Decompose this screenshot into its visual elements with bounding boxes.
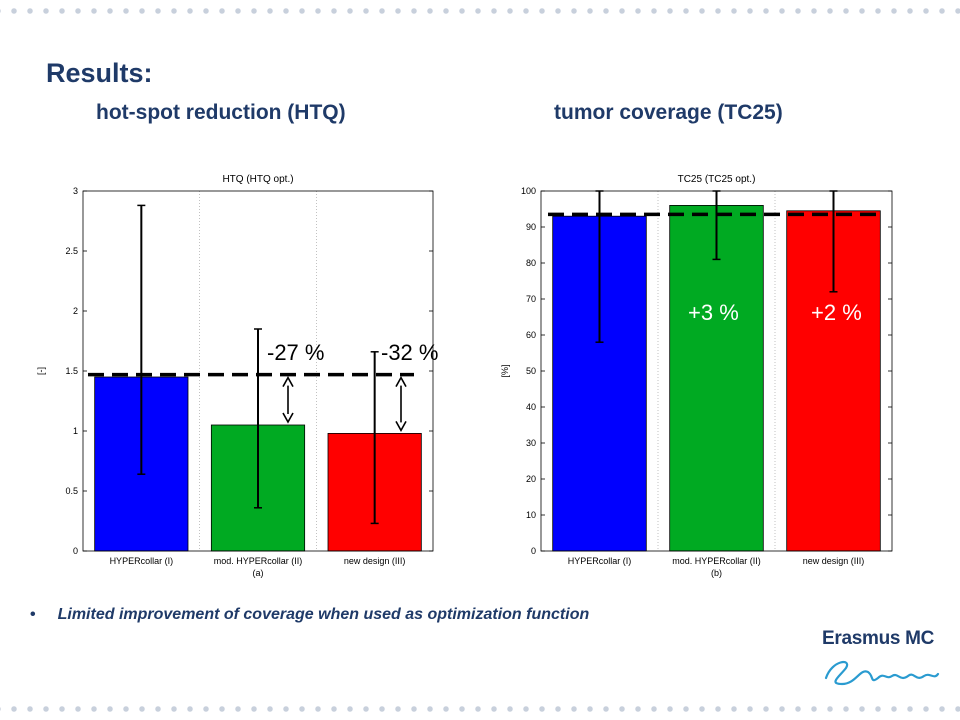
change-annotation: -27 % bbox=[267, 340, 324, 365]
y-tick-label: 30 bbox=[526, 438, 536, 448]
change-annotation: +3 % bbox=[688, 300, 739, 325]
x-tick-label: HYPERcollar (I) bbox=[110, 556, 174, 566]
bar-2 bbox=[669, 205, 764, 552]
arrow-up-icon bbox=[282, 375, 294, 387]
erasmus-mc-logo: Erasmus MC bbox=[822, 628, 942, 692]
change-annotation: +2 % bbox=[811, 300, 862, 325]
y-tick-label: 20 bbox=[526, 474, 536, 484]
x-tick-label: new design (III) bbox=[803, 556, 865, 566]
htq-bar-chart: 0 0.5 1 1.5 2 2.5 3 HYPERcollar (I) mod. HYPERco… bbox=[36, 174, 438, 578]
subtitle-tumor-coverage: tumor coverage (TC25) bbox=[554, 101, 783, 124]
arrow-up-icon bbox=[395, 375, 407, 387]
y-tick-label: 40 bbox=[526, 402, 536, 412]
y-tick-label: 2.5 bbox=[65, 246, 78, 256]
x-tick-label: HYPERcollar (I) bbox=[568, 556, 632, 566]
change-annotation: -32 % bbox=[381, 340, 438, 365]
bullet-dot-icon: • bbox=[30, 606, 36, 623]
y-tick-label: 90 bbox=[526, 222, 536, 232]
arrow-down-icon bbox=[282, 412, 294, 424]
chart-title: HTQ (HTQ opt.) bbox=[222, 174, 293, 185]
subtitle-hot-spot-reduction: hot-spot reduction (HTQ) bbox=[96, 101, 346, 124]
x-tick-label: new design (III) bbox=[344, 556, 406, 566]
x-tick-label: mod. HYPERcollar (II) bbox=[214, 556, 303, 566]
y-tick-label: 2 bbox=[73, 306, 78, 316]
logo-text: Erasmus MC bbox=[822, 628, 935, 649]
top-dotted-border bbox=[0, 6, 960, 16]
y-tick-label: 100 bbox=[521, 186, 536, 196]
bottom-dotted-border bbox=[0, 704, 960, 714]
y-axis-label: [-] bbox=[36, 367, 46, 375]
x-axis-label: (b) bbox=[711, 568, 722, 578]
y-tick-label: 70 bbox=[526, 294, 536, 304]
y-tick-label: 50 bbox=[526, 366, 536, 376]
x-axis-label: (a) bbox=[253, 568, 264, 578]
y-tick-label: 80 bbox=[526, 258, 536, 268]
tc25-bar-chart: 0 10 20 30 40 50 60 70 80 90 100 HYPERcollar (I) mod… bbox=[500, 174, 893, 578]
slide-title: Results: bbox=[46, 58, 153, 88]
erasmus-signature-icon bbox=[824, 660, 940, 686]
y-tick-label: 1.5 bbox=[65, 366, 78, 376]
y-tick-label: 0.5 bbox=[65, 486, 78, 496]
y-axis-label: [%] bbox=[500, 364, 510, 377]
y-tick-label: 3 bbox=[73, 186, 78, 196]
chart-title: TC25 (TC25 opt.) bbox=[678, 174, 756, 185]
x-tick-label: mod. HYPERcollar (II) bbox=[672, 556, 761, 566]
bullet-text: Limited improvement of coverage when use… bbox=[57, 606, 590, 623]
y-tick-label: 1 bbox=[73, 426, 78, 436]
bullet-item: • Limited improvement of coverage when us… bbox=[30, 606, 589, 624]
arrow-down-icon bbox=[395, 421, 407, 433]
y-tick-label: 0 bbox=[73, 546, 78, 556]
y-tick-label: 0 bbox=[531, 546, 536, 556]
y-tick-label: 10 bbox=[526, 510, 536, 520]
y-tick-label: 60 bbox=[526, 330, 536, 340]
